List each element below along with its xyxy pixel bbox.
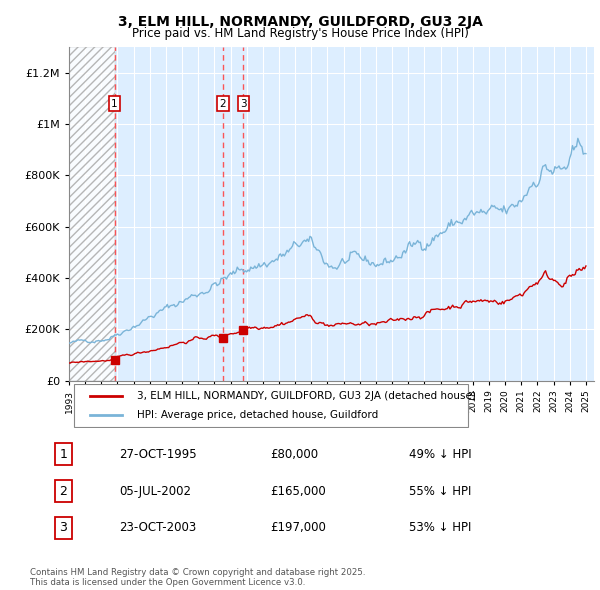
Text: Price paid vs. HM Land Registry's House Price Index (HPI): Price paid vs. HM Land Registry's House … [131,27,469,40]
Text: HPI: Average price, detached house, Guildford: HPI: Average price, detached house, Guil… [137,411,379,420]
Text: 1: 1 [59,448,67,461]
Text: 1: 1 [111,99,118,109]
Text: 27-OCT-1995: 27-OCT-1995 [119,448,197,461]
Text: 2: 2 [220,99,226,109]
Text: £80,000: £80,000 [270,448,318,461]
FancyBboxPatch shape [74,385,468,427]
Text: £165,000: £165,000 [270,484,326,498]
Text: £197,000: £197,000 [270,522,326,535]
Text: 53% ↓ HPI: 53% ↓ HPI [409,522,472,535]
Text: 55% ↓ HPI: 55% ↓ HPI [409,484,472,498]
Text: 2: 2 [59,484,67,498]
Text: Contains HM Land Registry data © Crown copyright and database right 2025.
This d: Contains HM Land Registry data © Crown c… [30,568,365,587]
Text: 3: 3 [240,99,247,109]
Text: 3, ELM HILL, NORMANDY, GUILDFORD, GU3 2JA (detached house): 3, ELM HILL, NORMANDY, GUILDFORD, GU3 2J… [137,391,476,401]
Text: 49% ↓ HPI: 49% ↓ HPI [409,448,472,461]
Text: 3: 3 [59,522,67,535]
Text: 3, ELM HILL, NORMANDY, GUILDFORD, GU3 2JA: 3, ELM HILL, NORMANDY, GUILDFORD, GU3 2J… [118,15,482,29]
Text: 05-JUL-2002: 05-JUL-2002 [119,484,191,498]
Text: 23-OCT-2003: 23-OCT-2003 [119,522,197,535]
